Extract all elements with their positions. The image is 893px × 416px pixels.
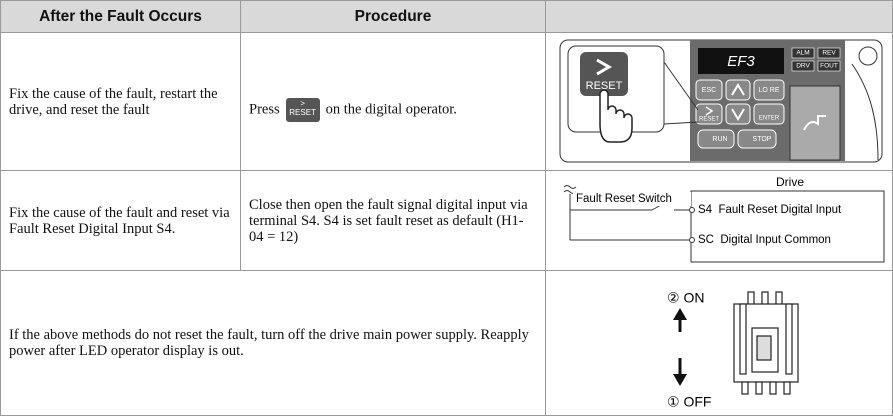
- procedure-text: Close then open the fault signal digital…: [249, 196, 528, 245]
- cell: Close then open the fault signal digital…: [240, 170, 546, 271]
- figure-cell: [545, 32, 893, 171]
- cell: Fix the cause of the fault, restart the …: [0, 32, 241, 171]
- cell: Fix the cause of the fault and reset via…: [0, 170, 241, 271]
- reset-key-icon: > RESET: [285, 97, 320, 122]
- procedure-text: Press > RESET on the digital operator.: [249, 97, 457, 122]
- header-text: After the Fault Occurs: [39, 7, 202, 25]
- key-label: RESET: [289, 107, 316, 117]
- condition-text: Fix the cause of the fault, restart the …: [9, 85, 218, 118]
- header-cell: [545, 0, 893, 33]
- text: on the digital operator.: [325, 100, 457, 117]
- cell: If the above methods do not reset the fa…: [0, 270, 546, 416]
- condition-text: Fix the cause of the fault and reset via…: [9, 204, 230, 237]
- header-cell: After the Fault Occurs: [0, 0, 241, 33]
- text: Press: [249, 100, 280, 117]
- condition-text: If the above methods do not reset the fa…: [9, 327, 529, 359]
- header-text: Procedure: [354, 7, 432, 25]
- header-cell: Procedure: [240, 0, 546, 33]
- figure-cell: [545, 170, 893, 271]
- figure-cell: [545, 270, 893, 416]
- cell: Press > RESET on the digital operator.: [240, 32, 546, 171]
